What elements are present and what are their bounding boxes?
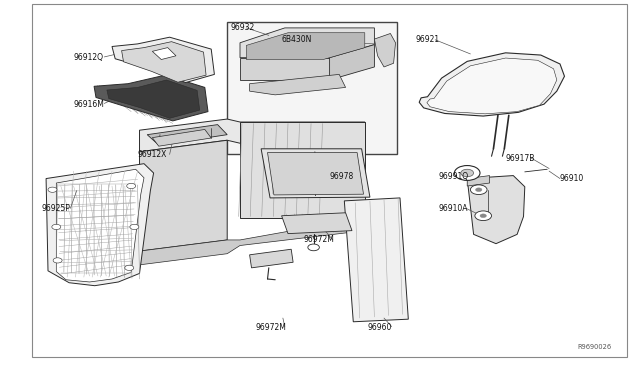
Polygon shape [152, 129, 211, 146]
Bar [227, 22, 397, 154]
Polygon shape [240, 122, 365, 218]
Polygon shape [330, 45, 374, 80]
Polygon shape [268, 153, 364, 195]
Polygon shape [107, 80, 200, 118]
Polygon shape [282, 213, 352, 234]
Text: 96912Q: 96912Q [74, 53, 104, 62]
Polygon shape [374, 33, 396, 67]
Polygon shape [94, 75, 208, 121]
Circle shape [475, 211, 492, 221]
Polygon shape [419, 53, 564, 116]
Polygon shape [427, 58, 557, 114]
Text: 96960: 96960 [368, 323, 392, 332]
Text: R9690026: R9690026 [577, 344, 611, 350]
Polygon shape [240, 28, 374, 58]
Polygon shape [46, 164, 154, 286]
Circle shape [470, 185, 487, 195]
Text: 96991Q: 96991Q [438, 172, 468, 181]
Polygon shape [250, 249, 293, 268]
Polygon shape [467, 176, 490, 186]
Polygon shape [344, 198, 408, 322]
Polygon shape [467, 176, 525, 244]
Text: 96917B: 96917B [506, 154, 535, 163]
Polygon shape [56, 169, 144, 282]
Circle shape [480, 214, 486, 218]
Polygon shape [112, 37, 214, 83]
Polygon shape [240, 58, 330, 80]
Text: 96972M: 96972M [304, 235, 335, 244]
Polygon shape [250, 74, 346, 95]
Text: 96932: 96932 [230, 23, 255, 32]
Text: 96910: 96910 [560, 174, 584, 183]
Circle shape [127, 183, 136, 189]
Text: 96978: 96978 [330, 172, 354, 181]
Circle shape [48, 187, 57, 192]
Text: 96916M: 96916M [74, 100, 104, 109]
Text: 96972M: 96972M [256, 323, 287, 332]
Polygon shape [152, 48, 176, 60]
Polygon shape [246, 33, 365, 60]
Polygon shape [122, 42, 206, 82]
Polygon shape [140, 119, 365, 152]
Circle shape [130, 224, 139, 230]
Circle shape [454, 166, 480, 180]
Circle shape [52, 224, 61, 230]
Circle shape [461, 169, 474, 177]
Polygon shape [140, 218, 365, 265]
Text: 96910A: 96910A [438, 204, 468, 213]
Circle shape [476, 188, 482, 192]
Text: 96912X: 96912X [138, 150, 167, 159]
Polygon shape [140, 140, 227, 251]
Polygon shape [147, 125, 227, 145]
Polygon shape [261, 149, 370, 198]
Text: 96921: 96921 [416, 35, 440, 44]
Text: 96925P: 96925P [42, 204, 70, 213]
Circle shape [53, 258, 62, 263]
Text: 6B430N: 6B430N [282, 35, 312, 44]
Circle shape [125, 265, 134, 270]
Circle shape [308, 244, 319, 251]
